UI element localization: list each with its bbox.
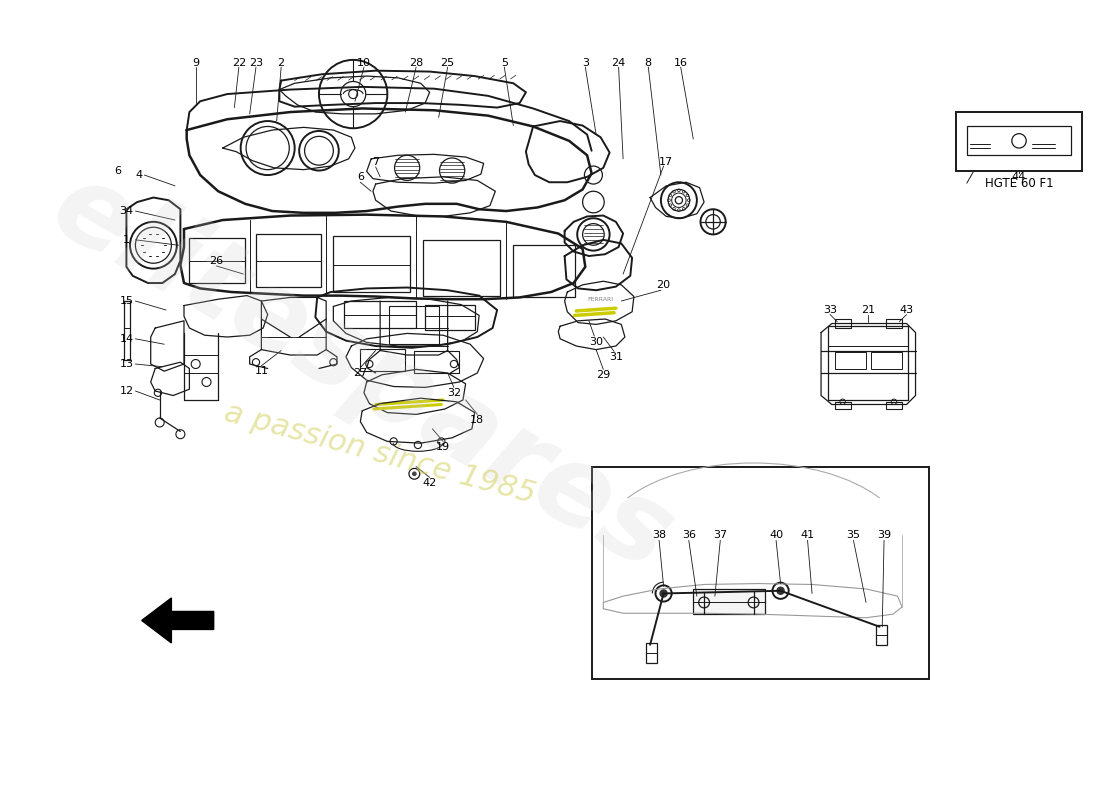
Text: a passion since 1985: a passion since 1985 [221,398,539,510]
Bar [693,589,766,614]
Bar [647,643,658,662]
Text: 32: 32 [447,388,461,398]
Text: 42: 42 [422,478,437,488]
Text: 7: 7 [372,157,379,166]
Circle shape [412,472,416,475]
Text: 6: 6 [356,172,364,182]
Text: 13: 13 [120,359,133,369]
Text: 27: 27 [353,368,367,378]
Text: 41: 41 [801,530,815,540]
Bar [835,402,850,409]
Text: 44: 44 [1012,172,1026,182]
Bar [876,625,887,645]
Bar [870,352,902,369]
Text: 18: 18 [471,414,484,425]
Circle shape [777,587,784,594]
Circle shape [660,590,668,597]
Text: 2: 2 [277,58,285,67]
Text: FERRARI: FERRARI [587,297,614,302]
Text: 1: 1 [123,235,130,245]
Bar [389,306,439,344]
Text: 24: 24 [612,58,626,67]
Bar [835,352,866,369]
Bar [886,319,902,328]
Text: 10: 10 [358,58,371,67]
Bar [333,236,410,292]
Text: 37: 37 [713,530,727,540]
Text: 23: 23 [249,58,263,67]
Text: 31: 31 [609,352,623,362]
Text: 15: 15 [120,296,133,306]
Text: 34: 34 [119,206,133,216]
Text: 6: 6 [114,166,121,175]
Text: 14: 14 [119,334,133,344]
Text: 25: 25 [441,58,454,67]
Bar [424,240,499,296]
Bar [886,402,902,409]
Text: 16: 16 [673,58,688,67]
Bar [514,246,574,298]
Text: 17: 17 [659,157,673,166]
Text: 39: 39 [877,530,891,540]
Text: 20: 20 [657,280,671,290]
Text: 12: 12 [119,386,133,396]
Text: 11: 11 [254,366,268,376]
Text: 4: 4 [135,170,143,180]
Bar [592,467,930,679]
Bar [835,319,850,328]
Text: 21: 21 [861,305,875,315]
Text: 38: 38 [652,530,667,540]
Bar [967,126,1071,155]
Text: 5: 5 [500,58,508,67]
Text: 33: 33 [823,305,837,315]
Bar [828,326,909,400]
Text: 9: 9 [192,58,199,67]
Bar [956,112,1082,170]
Text: elitespares: elitespares [34,153,691,594]
Text: 19: 19 [436,442,450,452]
Bar [415,350,460,373]
Text: HGTE 60 F1: HGTE 60 F1 [984,177,1054,190]
Text: 40: 40 [769,530,783,540]
Text: 43: 43 [900,305,914,315]
Bar [425,305,474,330]
Text: 3: 3 [582,58,588,67]
Text: 8: 8 [645,58,652,67]
Bar [189,238,245,283]
Bar [344,301,416,328]
Bar [361,349,405,371]
Text: 29: 29 [596,370,611,380]
Text: 36: 36 [682,530,696,540]
Polygon shape [142,598,213,643]
Bar [256,234,321,286]
Text: 22: 22 [232,58,246,67]
Text: 28: 28 [409,58,424,67]
Text: 26: 26 [209,255,223,266]
Text: 35: 35 [847,530,860,540]
Text: 30: 30 [590,337,603,346]
